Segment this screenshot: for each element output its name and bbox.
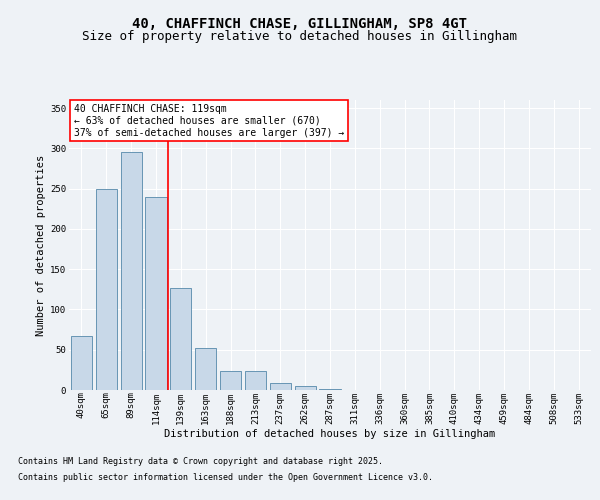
- X-axis label: Distribution of detached houses by size in Gillingham: Distribution of detached houses by size …: [164, 429, 496, 439]
- Text: 40 CHAFFINCH CHASE: 119sqm
← 63% of detached houses are smaller (670)
37% of sem: 40 CHAFFINCH CHASE: 119sqm ← 63% of deta…: [74, 104, 344, 138]
- Bar: [270, 383, 291, 390]
- Text: Contains public sector information licensed under the Open Government Licence v3: Contains public sector information licen…: [18, 472, 433, 482]
- Bar: [121, 152, 142, 390]
- Bar: [195, 348, 216, 390]
- Text: Size of property relative to detached houses in Gillingham: Size of property relative to detached ho…: [83, 30, 517, 43]
- Bar: [170, 288, 191, 390]
- Bar: [295, 386, 316, 390]
- Bar: [96, 188, 117, 390]
- Bar: [71, 336, 92, 390]
- Text: Contains HM Land Registry data © Crown copyright and database right 2025.: Contains HM Land Registry data © Crown c…: [18, 458, 383, 466]
- Bar: [245, 372, 266, 390]
- Y-axis label: Number of detached properties: Number of detached properties: [36, 154, 46, 336]
- Text: 40, CHAFFINCH CHASE, GILLINGHAM, SP8 4GT: 40, CHAFFINCH CHASE, GILLINGHAM, SP8 4GT: [133, 18, 467, 32]
- Bar: [220, 372, 241, 390]
- Bar: [319, 389, 341, 390]
- Bar: [145, 196, 167, 390]
